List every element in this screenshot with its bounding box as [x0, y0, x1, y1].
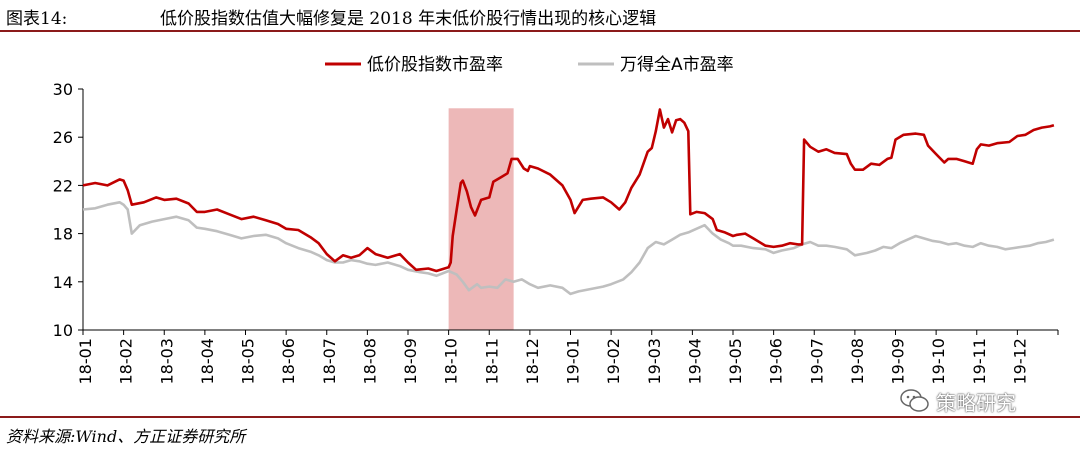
x-tick-label: 18-06 — [279, 338, 298, 385]
x-tick-label: 19-11 — [970, 338, 989, 385]
x-tick-label: 18-09 — [401, 338, 420, 385]
x-tick-label: 19-02 — [604, 338, 623, 385]
y-tick-label: 22 — [53, 176, 73, 195]
pe-ratio-line-chart: 10 14 18 22 26 30 18-01 18-02 18-03 18-04 18-05 18-… — [53, 55, 1059, 385]
page-title: 低价股指数估值大幅修复是 2018 年末低价股行情出现的核心逻辑 — [160, 9, 657, 29]
series-line-wind-a-pe — [82, 201, 1055, 296]
wechat-icon — [900, 389, 929, 412]
x-tick-label: 18-11 — [482, 338, 501, 385]
x-tick-label: 18-08 — [360, 338, 379, 385]
legend: 低价股指数市盈率 万得全A市盈率 — [325, 55, 734, 75]
legend-item-wind-a-label: 万得全A市盈率 — [620, 55, 734, 75]
watermark: 策略研究 — [900, 386, 1016, 416]
y-tick-label: 26 — [53, 128, 73, 147]
y-tick-label: 18 — [53, 225, 73, 244]
x-tick-label: 18-01 — [76, 338, 95, 385]
legend-item-low-price-label: 低价股指数市盈率 — [367, 55, 503, 75]
x-tick-label: 19-03 — [645, 338, 664, 385]
watermark-text: 策略研究 — [936, 390, 1016, 415]
source-divider — [0, 416, 1080, 418]
x-tick-label: 18-07 — [320, 338, 339, 385]
y-tick-label: 30 — [53, 80, 73, 99]
highlight-layer — [448, 108, 514, 330]
figure-label: 图表14: — [6, 9, 68, 29]
x-tick-label: 19-08 — [848, 338, 867, 385]
x-tick-label: 19-05 — [726, 338, 745, 385]
source-note: 资料来源:Wind、方正证券研究所 — [6, 427, 246, 446]
x-tick-label: 18-10 — [442, 338, 461, 385]
x-tick-label: 19-07 — [807, 338, 826, 385]
x-tick-label: 18-02 — [117, 338, 136, 385]
x-tick-label: 18-12 — [523, 338, 542, 385]
axes-layer: 10 14 18 22 26 30 18-01 18-02 18-03 18-04 18-05 18-… — [53, 80, 1059, 385]
y-tick-label: 14 — [53, 273, 73, 292]
x-tick-label: 18-04 — [198, 338, 217, 385]
x-tick-label: 18-03 — [157, 338, 176, 385]
series-layer — [82, 108, 1055, 296]
x-tick-label: 18-05 — [239, 338, 258, 385]
highlight-band — [448, 108, 514, 330]
x-tick-label: 19-01 — [564, 338, 583, 385]
x-tick-label: 19-10 — [929, 338, 948, 385]
x-tick-label: 19-09 — [889, 338, 908, 385]
series-line-low-price-pe — [82, 108, 1055, 273]
y-tick-label: 10 — [53, 321, 73, 340]
x-tick-label: 19-06 — [767, 338, 786, 385]
title-bar: 图表14: 低价股指数估值大幅修复是 2018 年末低价股行情出现的核心逻辑 — [0, 0, 1080, 32]
x-tick-label: 19-04 — [685, 338, 704, 385]
x-tick-label: 19-12 — [1010, 338, 1029, 385]
